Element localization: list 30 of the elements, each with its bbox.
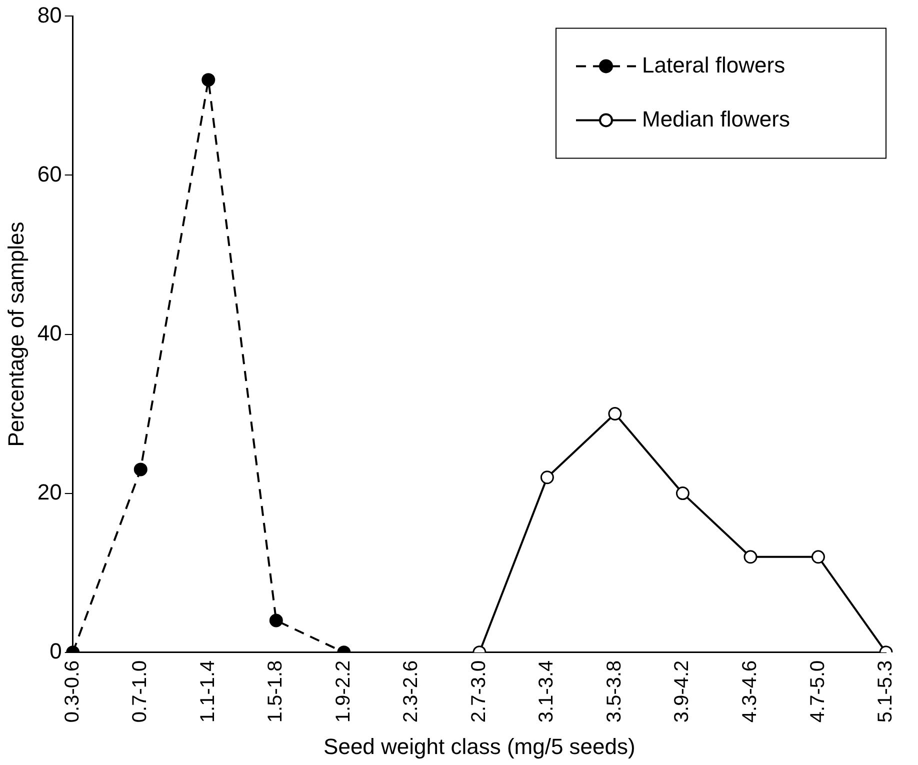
y-tick-label: 80 [37,2,62,28]
y-tick-label: 20 [37,479,62,504]
point [134,462,148,476]
x-tick-label: 1.9-2.2 [332,660,354,723]
x-tick-label: 1.1-1.4 [196,660,219,723]
point [540,470,554,484]
y-tick-label: 0 [50,638,62,664]
x-tick-label: 1.5-1.8 [264,660,287,723]
x-tick-label: 5.1-5.3 [874,660,897,723]
x-tick-label: 2.3-2.6 [400,660,422,723]
y-axis-title: Percentage of samples [3,222,28,447]
y-tick-label: 60 [37,161,62,186]
x-tick-label: 2.7-3.0 [468,660,490,723]
x-tick-label: 4.7-5.0 [806,660,829,723]
point [676,486,690,500]
y-tick-label: 40 [37,320,62,346]
x-tick-label: 3.9-4.2 [671,660,694,723]
point [269,614,283,628]
point [202,73,216,87]
x-axis-title: Seed weight class (mg/5 seeds) [324,734,636,759]
x-tick-label: 3.1-3.4 [536,660,558,723]
legend-label: Lateral flowers [642,52,786,78]
x-tick-label: 4.3-4.6 [738,660,761,723]
point [744,550,758,564]
x-tick-label: 0.3-0.6 [61,660,84,723]
point [811,550,825,564]
x-tick-label: 0.7-1.0 [129,660,152,723]
point [608,407,622,421]
x-tick-label: 3.5-3.8 [603,660,626,723]
legend-label: Median flowers [642,106,790,132]
